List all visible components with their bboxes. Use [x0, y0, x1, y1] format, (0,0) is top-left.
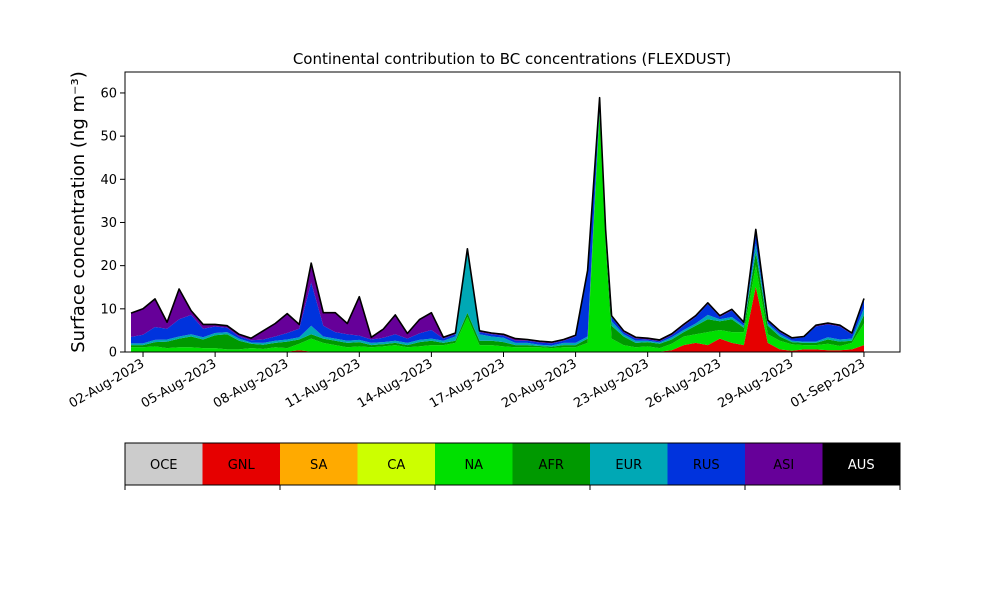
legend: OCE GNL SA CA NA AFR EUR RUS ASI AUS: [124, 442, 901, 490]
x-tick-label: 01-Sep-2023: [788, 356, 868, 411]
x-tick-label: 02-Aug-2023: [67, 356, 147, 411]
total-line: [130, 96, 865, 343]
legend-swatch-rus: [667, 443, 745, 485]
legend-swatch-oce: [125, 443, 203, 485]
x-tick-label: 26-Aug-2023: [643, 356, 723, 411]
legend-swatch-ca: [357, 443, 435, 485]
y-axis-label: Surface concentration (ng m⁻³): [68, 71, 89, 353]
x-tick-label: 29-Aug-2023: [716, 356, 796, 411]
legend-frame: [124, 442, 901, 486]
y-tick-label: 0: [109, 346, 117, 361]
legend-label-rus: RUS: [693, 458, 720, 473]
x-tick-label: 23-Aug-2023: [571, 356, 651, 411]
y-tick-label: 30: [100, 216, 117, 231]
y-tick-label: 50: [100, 130, 117, 145]
x-tick-label: 08-Aug-2023: [211, 356, 291, 411]
y-tick-label: 60: [100, 86, 117, 101]
legend-swatch-gnl: [202, 443, 280, 485]
x-tick-label: 17-Aug-2023: [427, 356, 507, 411]
series-area-asi: [131, 97, 864, 344]
plot-area: 0 10 20 30 40 50 60 02-Aug-202305-Aug-202308-Au…: [67, 71, 901, 412]
chart-title: Continental contribution to BC concentra…: [293, 50, 731, 68]
legend-label-eur: EUR: [615, 458, 642, 473]
x-tick-label: 14-Aug-2023: [355, 356, 435, 411]
y-tick-label: 40: [100, 173, 117, 188]
legend-label-asi: ASI: [773, 458, 794, 473]
legend-label-na: NA: [464, 458, 483, 473]
legend-label-oce: OCE: [150, 458, 178, 473]
legend-label-ca: CA: [387, 458, 405, 473]
y-tick-label: 20: [100, 259, 117, 274]
legend-swatch-na: [435, 443, 513, 485]
y-tick-label: 10: [100, 302, 117, 317]
x-tick-label: 20-Aug-2023: [499, 356, 579, 411]
x-tick-label: 11-Aug-2023: [283, 356, 363, 411]
legend-swatch-sa: [280, 443, 358, 485]
legend-label-afr: AFR: [539, 458, 564, 473]
x-tick-label: 05-Aug-2023: [139, 356, 219, 411]
legend-swatch-asi: [745, 443, 823, 485]
legend-label-aus: AUS: [848, 458, 875, 473]
legend-swatch-afr: [512, 443, 590, 485]
plot-frame: [124, 71, 901, 353]
legend-label-sa: SA: [310, 458, 327, 473]
legend-swatch-eur: [590, 443, 668, 485]
legend-swatch-aus: [822, 443, 900, 485]
legend-label-gnl: GNL: [228, 458, 256, 473]
